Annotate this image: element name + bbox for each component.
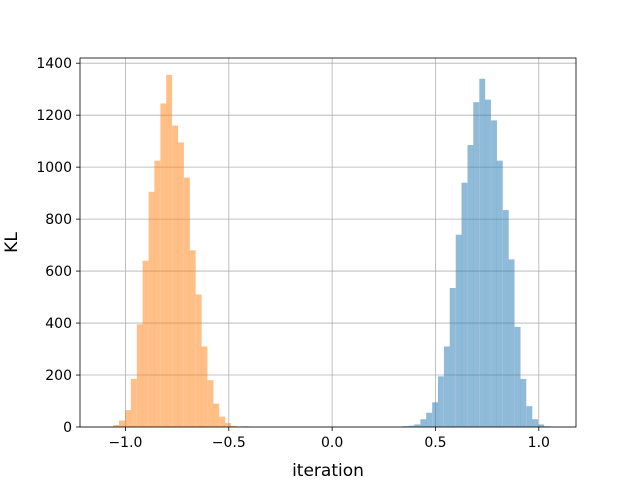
histogram-bar bbox=[496, 160, 503, 428]
y-tick-label: 400 bbox=[45, 316, 72, 332]
plot-frame bbox=[79, 57, 577, 428]
histogram-bar bbox=[172, 125, 179, 427]
histogram-bar bbox=[455, 234, 462, 427]
histogram-bar bbox=[420, 419, 427, 427]
histogram-bar bbox=[532, 419, 539, 427]
histogram-bar bbox=[514, 326, 521, 427]
x-axis-label: iteration bbox=[292, 461, 364, 480]
y-axis-label: KL bbox=[2, 232, 22, 253]
x-tick-label: 0.5 bbox=[424, 435, 446, 451]
histogram-bar bbox=[113, 424, 120, 427]
histogram-bar bbox=[183, 177, 190, 427]
histogram-bar bbox=[443, 346, 450, 427]
histogram-bar bbox=[426, 412, 433, 427]
histogram-bar bbox=[479, 78, 486, 428]
histogram-bar bbox=[432, 402, 439, 427]
y-tick-label: 600 bbox=[45, 264, 72, 280]
histogram-bar bbox=[225, 423, 231, 427]
histogram-bar bbox=[491, 120, 497, 427]
histogram-bar bbox=[520, 378, 527, 427]
histogram-bar bbox=[201, 346, 208, 427]
histogram-bar bbox=[189, 250, 196, 427]
x-tick-label: 0.0 bbox=[321, 435, 343, 451]
histogram-bar bbox=[207, 380, 214, 427]
histogram-bar bbox=[160, 103, 167, 428]
histogram-bar bbox=[148, 191, 155, 427]
histogram-bar bbox=[526, 406, 533, 427]
histogram-bar bbox=[449, 287, 456, 427]
histogram-bar bbox=[508, 259, 515, 427]
histogram-bar bbox=[125, 410, 131, 427]
histogram-bar bbox=[437, 376, 444, 427]
histogram-bar bbox=[154, 160, 161, 428]
histogram-bar bbox=[195, 294, 202, 427]
histogram-bar bbox=[136, 324, 143, 427]
y-tick-label: 800 bbox=[45, 212, 72, 228]
histogram-bar bbox=[130, 378, 137, 427]
histogram-bar bbox=[166, 74, 173, 428]
histogram-bar bbox=[414, 424, 421, 427]
histogram-bar bbox=[213, 403, 220, 427]
histogram-bar bbox=[467, 145, 474, 428]
x-tick-label: −0.5 bbox=[212, 435, 246, 451]
histogram-bar bbox=[142, 260, 149, 427]
histogram-bar bbox=[461, 182, 468, 427]
x-tick-label: 1.0 bbox=[528, 435, 550, 451]
histogram-bar bbox=[177, 142, 184, 427]
x-tick-label: −1.0 bbox=[108, 435, 142, 451]
histogram-bar bbox=[219, 416, 226, 427]
histogram-bar bbox=[538, 424, 545, 427]
histogram-bar bbox=[408, 425, 415, 427]
histogram-bar bbox=[502, 210, 509, 427]
histogram-bar bbox=[473, 102, 480, 427]
histogram-bar bbox=[231, 425, 237, 427]
histogram-bars bbox=[113, 74, 550, 428]
y-tick-label: 1400 bbox=[36, 56, 72, 72]
axis-ticks: −1.0 −0.5 0.0 0.5 1.0 0 200 400 600 800 1000 1200 14… bbox=[36, 56, 550, 451]
y-tick-label: 1200 bbox=[36, 108, 72, 124]
y-tick-label: 200 bbox=[45, 368, 72, 384]
y-tick-label: 1000 bbox=[36, 160, 72, 176]
y-tick-label: 0 bbox=[63, 420, 72, 436]
histogram-bar bbox=[119, 420, 125, 427]
histogram-bar bbox=[485, 99, 491, 428]
